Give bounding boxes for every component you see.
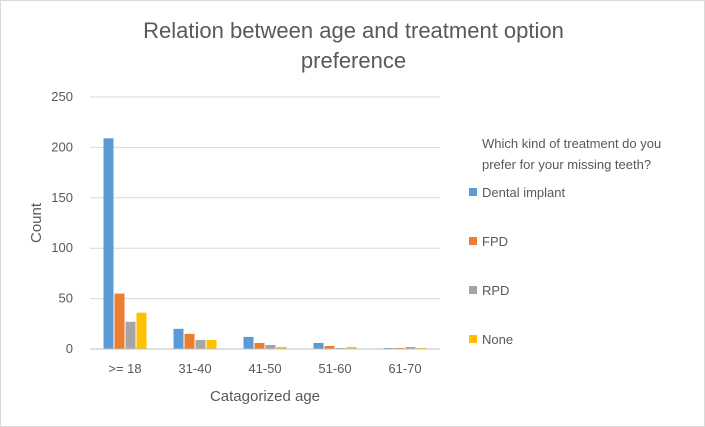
y-tick-label: 250 (51, 89, 73, 104)
bar-none (136, 312, 147, 349)
bar-none (276, 346, 287, 349)
legend-label: None (482, 332, 513, 347)
y-tick-label: 100 (51, 240, 73, 255)
x-tick-label: 61-70 (388, 361, 421, 376)
bar-fpd (394, 347, 405, 349)
legend-title-line-2: prefer for your missing teeth? (482, 157, 651, 172)
legend-title-line-1: Which kind of treatment do you (482, 136, 661, 151)
bar-fpd (184, 333, 195, 349)
bars (103, 138, 427, 349)
bar-fpd (114, 293, 125, 349)
legend-swatch (469, 237, 477, 245)
bar-rpd (265, 344, 276, 349)
x-tick-label: 41-50 (248, 361, 281, 376)
bar-rpd (195, 339, 206, 349)
legend-label: RPD (482, 283, 509, 298)
x-axis-title: Catagorized age (210, 388, 320, 405)
bar-fpd (324, 345, 335, 349)
bar-none (346, 346, 357, 349)
bar-dental-implant (173, 328, 184, 349)
y-tick-label: 200 (51, 139, 73, 154)
axes: 0 50 100 150 200 250 >= 18 31-40 41-50 51-60 61-70 (51, 89, 440, 376)
bar-none (416, 347, 427, 349)
y-tick-label: 150 (51, 190, 73, 205)
bar-dental-implant (383, 347, 394, 349)
bar-rpd (125, 321, 136, 349)
legend-swatch (469, 188, 477, 196)
bar-dental-implant (243, 336, 254, 349)
chart-title-line-2: preference (300, 48, 407, 73)
legend-label: Dental implant (482, 185, 565, 200)
y-axis-title: Count (28, 202, 45, 243)
chart-title-line-1: Relation between age and treatment optio… (143, 18, 564, 43)
bar-rpd (335, 347, 346, 349)
legend-swatch (469, 335, 477, 343)
gridlines (90, 96, 440, 300)
chart-title: Relation between age and treatment optio… (61, 16, 646, 76)
y-tick-label: 0 (66, 341, 73, 356)
x-tick-label: >= 18 (108, 361, 141, 376)
y-tick-label: 50 (59, 291, 73, 306)
legend-label: FPD (482, 234, 508, 249)
legend: Which kind of treatment do you prefer fo… (469, 136, 661, 347)
x-tick-label: 51-60 (318, 361, 351, 376)
bar-rpd (405, 346, 416, 349)
bar-dental-implant (313, 342, 324, 349)
bar-none (206, 339, 217, 349)
bar-dental-implant (103, 138, 114, 349)
legend-items: Dental implant FPD RPD None (469, 185, 565, 347)
legend-swatch (469, 286, 477, 294)
bar-fpd (254, 342, 265, 349)
x-tick-label: 31-40 (178, 361, 211, 376)
